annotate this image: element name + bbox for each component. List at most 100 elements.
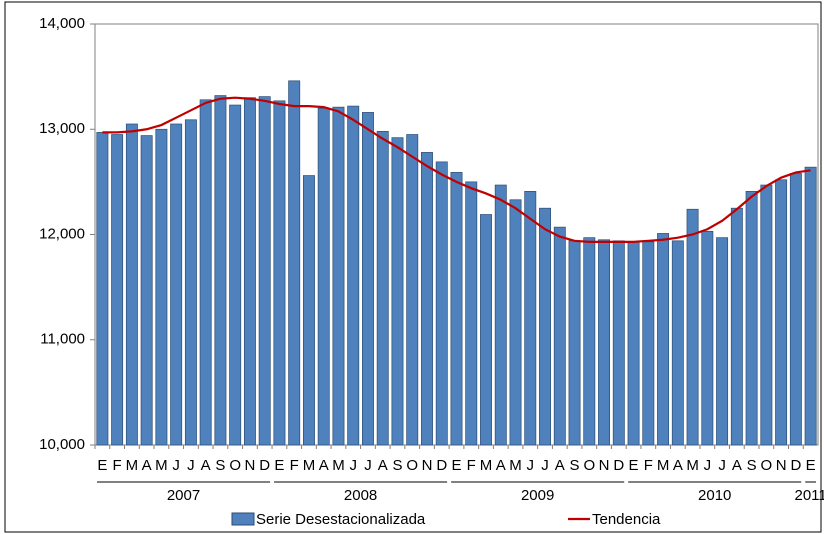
- bar: [421, 152, 433, 446]
- bar: [524, 190, 537, 446]
- bar: [583, 237, 596, 446]
- bar: [347, 105, 360, 446]
- x-tick-label: A: [555, 457, 565, 474]
- x-tick-label: A: [673, 457, 683, 474]
- y-tick-label: 12,000: [39, 225, 85, 242]
- x-tick-label: M: [657, 457, 670, 474]
- x-tick-label: N: [776, 457, 787, 474]
- x-tick-label: J: [172, 457, 180, 474]
- x-tick-label: S: [392, 457, 402, 474]
- bar: [184, 119, 197, 446]
- bar: [804, 166, 817, 446]
- x-tick-label: E: [451, 457, 461, 474]
- x-tick-label: E: [629, 457, 639, 474]
- bar: [465, 181, 478, 446]
- bar: [509, 199, 522, 446]
- bar: [686, 208, 699, 446]
- x-tick-label: O: [229, 457, 241, 474]
- bar: [214, 95, 227, 446]
- bar: [775, 179, 788, 446]
- y-tick-label: 10,000: [39, 436, 85, 453]
- bar: [199, 99, 212, 446]
- bar: [406, 134, 419, 446]
- x-tick-label: O: [406, 457, 418, 474]
- bar: [391, 137, 404, 446]
- bar: [627, 241, 640, 446]
- x-tick-label: N: [422, 457, 433, 474]
- bar: [258, 96, 271, 446]
- x-tick-label: F: [644, 457, 653, 474]
- bar: [273, 100, 286, 446]
- bar: [288, 80, 301, 446]
- year-label: 2011: [794, 487, 824, 504]
- bar: [170, 123, 183, 446]
- x-tick-label: F: [290, 457, 299, 474]
- bar: [657, 233, 670, 446]
- year-label: 2007: [167, 487, 200, 504]
- bar: [539, 207, 551, 446]
- bar: [140, 135, 153, 446]
- x-tick-label: S: [747, 457, 757, 474]
- bar: [568, 240, 581, 446]
- y-tick-label: 14,000: [39, 15, 85, 32]
- x-tick-label: A: [319, 457, 329, 474]
- x-tick-label: M: [332, 457, 345, 474]
- bar: [111, 134, 124, 446]
- x-tick-label: M: [303, 457, 316, 474]
- x-tick-label: S: [570, 457, 580, 474]
- bar: [760, 184, 773, 446]
- x-tick-label: D: [259, 457, 270, 474]
- x-tick-label: O: [761, 457, 773, 474]
- x-tick-label: D: [790, 457, 801, 474]
- bar: [125, 123, 138, 446]
- x-tick-label: M: [509, 457, 522, 474]
- x-tick-label: J: [704, 457, 712, 474]
- bar: [480, 214, 492, 446]
- x-tick-label: O: [583, 457, 595, 474]
- bar: [435, 161, 448, 446]
- legend-swatch: [231, 512, 255, 526]
- bar: [701, 230, 714, 446]
- bar: [450, 172, 463, 446]
- x-tick-label: J: [187, 457, 195, 474]
- year-label: 2009: [521, 487, 554, 504]
- bar: [730, 207, 743, 446]
- bar: [745, 190, 758, 446]
- x-tick-label: E: [97, 457, 107, 474]
- bar: [716, 237, 729, 446]
- x-tick-label: M: [686, 457, 699, 474]
- x-tick-label: J: [364, 457, 372, 474]
- bar: [598, 239, 611, 446]
- bar: [494, 184, 507, 446]
- x-tick-label: A: [142, 457, 152, 474]
- x-tick-label: N: [599, 457, 610, 474]
- y-tick-label: 11,000: [40, 331, 85, 348]
- bar: [317, 107, 330, 446]
- x-tick-label: D: [613, 457, 624, 474]
- y-tick-label: 13,000: [39, 120, 85, 137]
- bar: [155, 128, 168, 446]
- x-tick-label: A: [732, 457, 742, 474]
- chart-frame: [4, 1, 822, 533]
- x-tick-label: E: [806, 457, 816, 474]
- legend-label: Serie Desestacionalizada: [256, 511, 426, 528]
- x-tick-label: M: [155, 457, 168, 474]
- year-label: 2008: [344, 487, 377, 504]
- bar: [302, 175, 315, 446]
- bar: [229, 104, 242, 446]
- x-tick-label: N: [245, 457, 256, 474]
- bar: [671, 240, 684, 446]
- bar: [376, 131, 389, 446]
- x-tick-label: A: [378, 457, 388, 474]
- x-tick-label: J: [527, 457, 535, 474]
- year-label: 2010: [698, 487, 731, 504]
- x-tick-label: S: [215, 457, 225, 474]
- legend-label: Tendencia: [592, 511, 661, 528]
- x-tick-label: A: [201, 457, 211, 474]
- bar: [362, 112, 374, 446]
- x-tick-label: J: [349, 457, 357, 474]
- x-tick-label: M: [126, 457, 139, 474]
- bar: [612, 240, 625, 446]
